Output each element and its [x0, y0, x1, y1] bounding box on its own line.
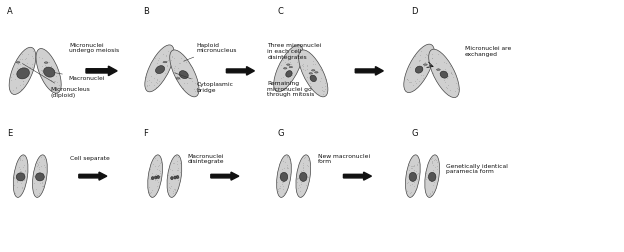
- Ellipse shape: [36, 49, 61, 93]
- Text: Macronuclei: Macronuclei: [54, 73, 104, 81]
- Ellipse shape: [170, 50, 199, 97]
- Ellipse shape: [173, 176, 176, 179]
- FancyArrow shape: [355, 67, 383, 75]
- Ellipse shape: [314, 72, 318, 73]
- Text: New macronuclei
form: New macronuclei form: [318, 153, 371, 164]
- Text: Haploid
micronucleus: Haploid micronucleus: [184, 43, 237, 61]
- Ellipse shape: [286, 64, 290, 65]
- Ellipse shape: [17, 68, 29, 79]
- Text: F: F: [143, 129, 147, 138]
- Text: G: G: [412, 129, 418, 138]
- Ellipse shape: [300, 172, 307, 181]
- Ellipse shape: [289, 67, 293, 68]
- Text: Micronuclei
undergo meiosis: Micronuclei undergo meiosis: [69, 43, 119, 53]
- FancyArrow shape: [211, 172, 239, 180]
- Ellipse shape: [157, 175, 160, 178]
- Ellipse shape: [36, 173, 44, 181]
- Ellipse shape: [152, 177, 154, 180]
- Text: Cytoplasmic
bridge: Cytoplasmic bridge: [175, 73, 234, 93]
- Text: E: E: [7, 129, 12, 138]
- Ellipse shape: [299, 50, 328, 97]
- Ellipse shape: [163, 61, 167, 63]
- Ellipse shape: [276, 155, 291, 197]
- Ellipse shape: [16, 61, 20, 63]
- Ellipse shape: [283, 68, 287, 69]
- Ellipse shape: [44, 67, 55, 77]
- FancyArrow shape: [79, 172, 107, 180]
- Text: Three micronuclei
in each cell
disintegrates: Three micronuclei in each cell disintegr…: [267, 43, 321, 60]
- Ellipse shape: [16, 173, 25, 181]
- Ellipse shape: [280, 172, 288, 181]
- Ellipse shape: [429, 49, 459, 98]
- Ellipse shape: [416, 66, 423, 73]
- Ellipse shape: [425, 155, 439, 197]
- Ellipse shape: [32, 155, 47, 197]
- Ellipse shape: [176, 175, 178, 178]
- Ellipse shape: [296, 155, 311, 197]
- Ellipse shape: [148, 155, 162, 197]
- FancyArrow shape: [86, 66, 117, 76]
- Ellipse shape: [44, 62, 48, 63]
- Ellipse shape: [167, 155, 182, 197]
- Text: Macronuclei
disintegrate: Macronuclei disintegrate: [187, 153, 224, 164]
- Ellipse shape: [145, 45, 174, 92]
- FancyArrow shape: [227, 67, 255, 75]
- Ellipse shape: [424, 64, 427, 65]
- Text: Micronucleus
(diploid): Micronucleus (diploid): [22, 64, 90, 98]
- Ellipse shape: [311, 70, 315, 71]
- Ellipse shape: [429, 172, 436, 181]
- Ellipse shape: [404, 44, 434, 92]
- Ellipse shape: [13, 155, 28, 197]
- Ellipse shape: [406, 155, 420, 197]
- Ellipse shape: [179, 71, 188, 79]
- Ellipse shape: [274, 45, 303, 92]
- Text: Cell separate: Cell separate: [71, 156, 110, 161]
- Text: G: G: [278, 129, 285, 138]
- Ellipse shape: [310, 75, 316, 82]
- Ellipse shape: [286, 71, 292, 77]
- Text: A: A: [7, 7, 12, 16]
- FancyArrow shape: [343, 172, 371, 180]
- Ellipse shape: [409, 172, 417, 181]
- Text: Remaining
micronuclei go
through mitosis: Remaining micronuclei go through mitosis: [267, 81, 314, 98]
- Text: B: B: [143, 7, 149, 16]
- Text: D: D: [412, 7, 418, 16]
- Ellipse shape: [9, 47, 36, 94]
- Text: Micronuclei are
exchanged: Micronuclei are exchanged: [464, 46, 511, 57]
- Ellipse shape: [171, 177, 173, 180]
- Ellipse shape: [176, 78, 180, 79]
- Ellipse shape: [437, 69, 441, 70]
- Ellipse shape: [309, 73, 313, 74]
- Ellipse shape: [155, 66, 165, 74]
- Text: Genetically identical
paramecia form: Genetically identical paramecia form: [447, 164, 509, 174]
- Ellipse shape: [155, 176, 157, 179]
- Text: C: C: [278, 7, 284, 16]
- Ellipse shape: [440, 71, 448, 78]
